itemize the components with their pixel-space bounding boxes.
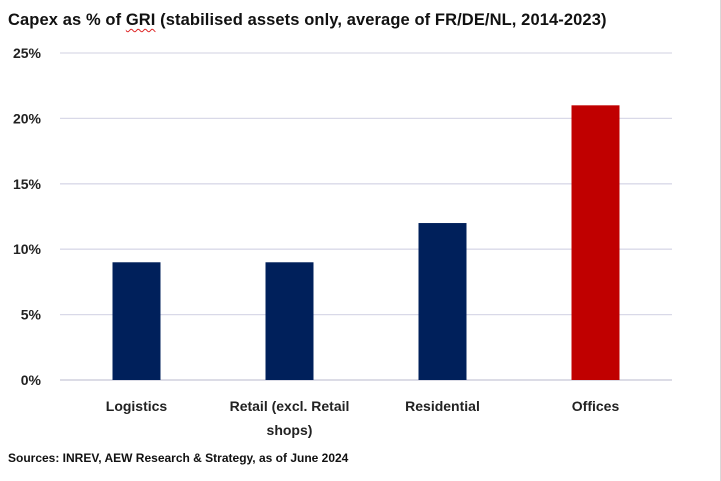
chart-title-prefix: Capex as % of <box>8 11 126 29</box>
bar <box>418 223 467 380</box>
source-note: Sources: INREV, AEW Research & Strategy,… <box>8 451 349 465</box>
y-tick-label: 20% <box>13 110 42 126</box>
y-tick-label: 10% <box>13 241 42 257</box>
bar <box>571 105 620 380</box>
y-tick-label: 25% <box>13 45 42 61</box>
x-tick-label: Residential <box>405 398 480 414</box>
x-tick-label: Offices <box>572 398 620 414</box>
y-tick-label: 5% <box>21 307 42 323</box>
bar <box>265 262 314 380</box>
bar <box>112 262 161 380</box>
y-tick-label: 0% <box>21 372 42 388</box>
x-tick-label: shops) <box>267 422 313 438</box>
x-tick-label: Retail (excl. Retail <box>230 398 350 414</box>
chart-title-gri: GRI <box>125 11 156 29</box>
chart-title: Capex as % of GRI (stabilised assets onl… <box>8 11 607 30</box>
x-tick-label: Logistics <box>106 398 168 414</box>
chart-title-suffix: (stabilised assets only, average of FR/D… <box>155 11 607 29</box>
y-tick-label: 15% <box>13 176 42 192</box>
